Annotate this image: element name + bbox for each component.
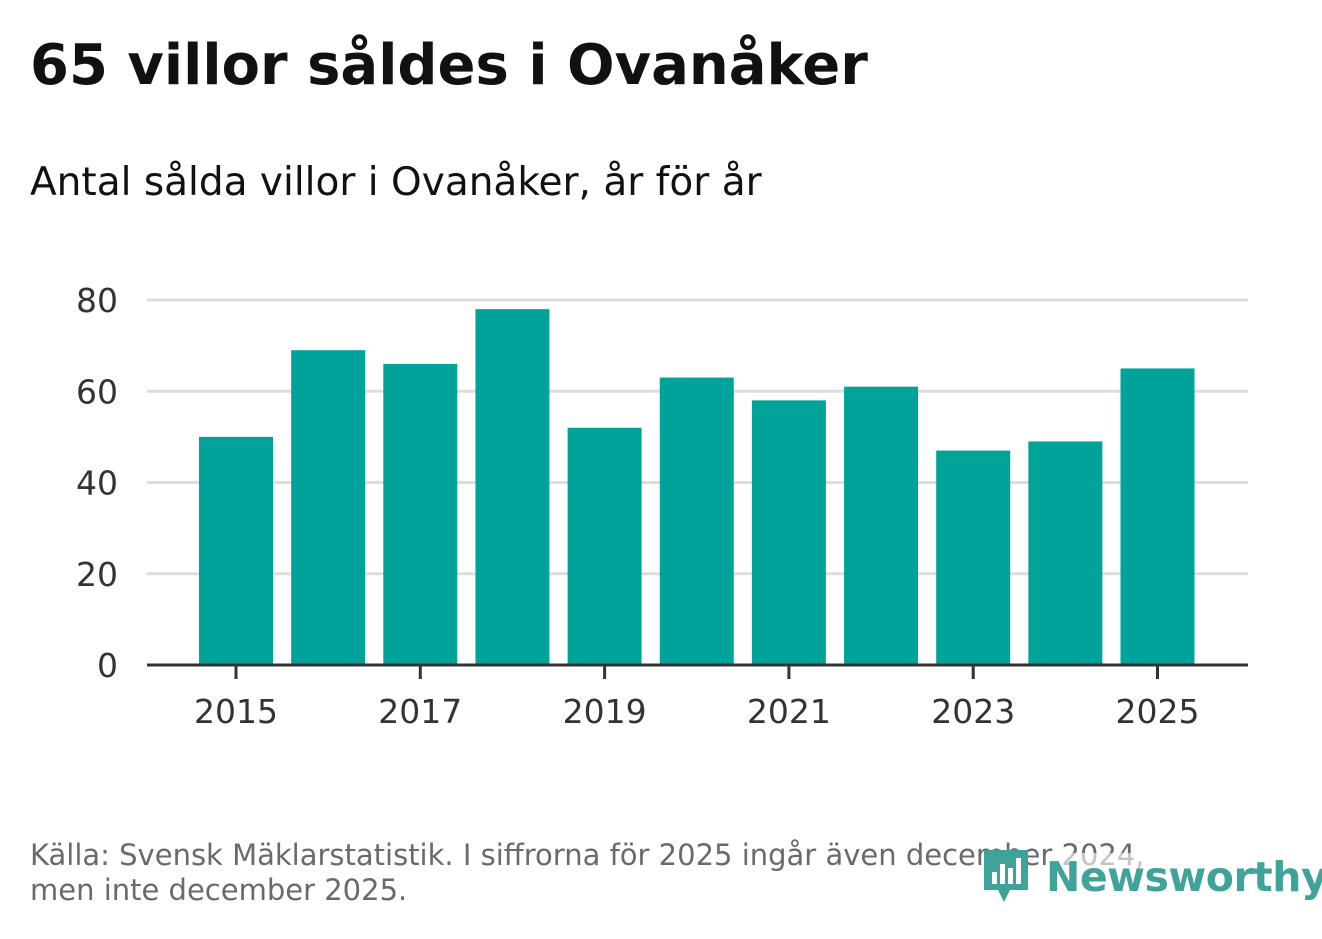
bar-2018 — [475, 309, 550, 665]
source-note-line-1: Källa: Svensk Mäklarstatistik. I siffror… — [30, 838, 1145, 872]
y-tick-label-80: 80 — [76, 281, 118, 320]
y-tick-label-0: 0 — [97, 646, 118, 685]
y-tick-label-60: 60 — [76, 372, 118, 411]
bar-chart: 0 20 40 60 80 2015 2017 2019 2021 2023 2025 — [76, 281, 1248, 731]
x-tick-label-2023: 2023 — [931, 692, 1015, 731]
tick-labels: 0 20 40 60 80 2015 2017 2019 2021 2023 2025 — [76, 281, 1199, 731]
bar-2015 — [199, 436, 273, 665]
x-tick-label-2017: 2017 — [378, 692, 462, 731]
bar-2017 — [383, 363, 458, 665]
bar-2021 — [751, 400, 826, 665]
chart-subtitle: Antal sålda villor i Ovanåker, år för år — [30, 160, 762, 205]
bar-2020 — [659, 377, 734, 665]
newsworthy-logo-icon — [984, 850, 1028, 902]
y-tick-label-20: 20 — [76, 555, 118, 594]
bar-2019 — [567, 427, 642, 665]
brand-logo: Newsworthy — [980, 846, 1322, 908]
chart-title: 65 villor såldes i Ovanåker — [30, 33, 868, 98]
y-tick-label-40: 40 — [76, 464, 118, 503]
x-tick-label-2015: 2015 — [194, 692, 278, 731]
brand-name: Newsworthy — [1046, 853, 1322, 901]
bar-2016 — [291, 350, 366, 665]
bar-2023 — [936, 450, 1011, 665]
axes — [147, 663, 1248, 679]
x-tick-label-2019: 2019 — [563, 692, 647, 731]
x-tick-label-2021: 2021 — [747, 692, 831, 731]
source-note-line-2: men inte december 2025. — [30, 872, 408, 907]
bar-2025 — [1120, 368, 1195, 665]
bars — [199, 309, 1195, 665]
source-note: Källa: Svensk Mäklarstatistik. I siffror… — [30, 838, 1230, 908]
x-tick-label-2025: 2025 — [1116, 692, 1200, 731]
bar-2024 — [1028, 441, 1103, 665]
bar-2022 — [844, 386, 919, 665]
